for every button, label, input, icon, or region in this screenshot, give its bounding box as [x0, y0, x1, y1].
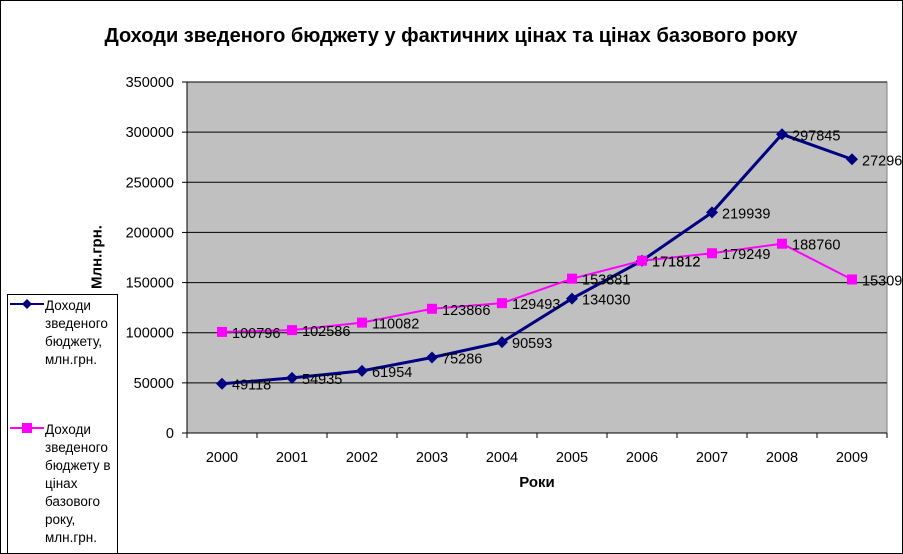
x-tick-label: 2003 [416, 450, 448, 466]
data-label-s1: 179249 [722, 247, 770, 263]
data-point-s1 [847, 274, 857, 285]
x-tick-label: 2008 [766, 450, 798, 466]
y-tick-label: 150000 [126, 276, 174, 292]
y-tick-label: 250000 [126, 175, 174, 191]
data-point-s0 [846, 153, 858, 166]
y-tick-label: 300000 [126, 125, 174, 141]
series-line-1 [221, 242, 853, 333]
data-label-s0: 90593 [512, 336, 552, 352]
x-tick-label: 2009 [836, 450, 868, 466]
plot-area [186, 81, 888, 434]
data-point-s0 [776, 128, 788, 141]
data-point-s0 [286, 371, 298, 384]
y-axis-label: Млн.грн. [88, 225, 106, 289]
legend-label-nominal: Доходи зведеного бюджету, млн.грн. [45, 298, 108, 367]
x-tick-label: 2001 [276, 450, 308, 466]
legend-swatch-nominal [10, 299, 44, 309]
data-label-s1: 188760 [792, 238, 840, 254]
y-tick-label: 200000 [126, 225, 174, 241]
data-label-s0: 75286 [442, 351, 482, 367]
data-label-s0: 134030 [582, 293, 630, 309]
data-label-s1: 102586 [302, 324, 350, 340]
data-label-s0: 54935 [302, 372, 342, 388]
x-axis-label: Роки [519, 474, 555, 491]
x-tick-label: 2006 [626, 450, 658, 466]
legend-swatch-real [10, 423, 44, 433]
data-point-s1 [427, 303, 437, 314]
x-tick-label: 2002 [346, 450, 378, 466]
data-label-s1: 153094 [862, 273, 902, 289]
y-tick-label: 350000 [126, 75, 174, 91]
data-point-s1 [497, 298, 507, 309]
data-label-s0: 61954 [372, 365, 412, 381]
data-point-s1 [777, 238, 787, 249]
y-tick-label: 0 [166, 426, 174, 442]
data-point-s0 [706, 206, 718, 219]
data-point-s0 [496, 336, 508, 349]
data-point-s0 [566, 292, 578, 305]
data-point-s0 [356, 364, 368, 377]
data-label-s0: 297845 [792, 128, 840, 144]
legend-label-real: Доходи зведеного бюджету в цінах базовог… [45, 422, 111, 545]
y-tick-label: 50000 [134, 376, 174, 392]
series-line-0 [221, 132, 853, 386]
data-point-s1 [357, 317, 367, 328]
data-point-s0 [216, 377, 228, 390]
data-label-s0: 272967 [862, 153, 902, 169]
data-label-s1: 153881 [582, 273, 630, 289]
chart-title: Доходи зведеного бюджету у фактичних цін… [104, 25, 798, 47]
y-tick-label: 100000 [126, 326, 174, 342]
data-label-s1: 100796 [232, 326, 280, 342]
data-label-s1: 129493 [512, 297, 560, 313]
legend: Доходи зведеного бюджету, млн.грн. Доход… [7, 294, 118, 554]
data-point-s1 [287, 325, 297, 336]
data-label-s0: 49118 [232, 378, 271, 394]
data-point-s1 [637, 255, 647, 266]
data-label-s0: 219939 [722, 206, 770, 222]
data-label-s0: 171812 [652, 255, 700, 271]
data-label-s1: 171812 [652, 255, 700, 271]
data-label-s1: 123866 [442, 303, 490, 319]
x-tick-label: 2005 [556, 450, 588, 466]
data-point-s1 [707, 248, 717, 259]
data-label-s1: 110082 [372, 317, 419, 333]
x-tick-label: 2000 [206, 450, 238, 466]
x-tick-label: 2007 [696, 450, 728, 466]
x-tick-label: 2004 [486, 450, 518, 466]
data-point-s0 [426, 351, 438, 364]
data-point-s1 [217, 326, 227, 337]
data-point-s1 [567, 273, 577, 284]
